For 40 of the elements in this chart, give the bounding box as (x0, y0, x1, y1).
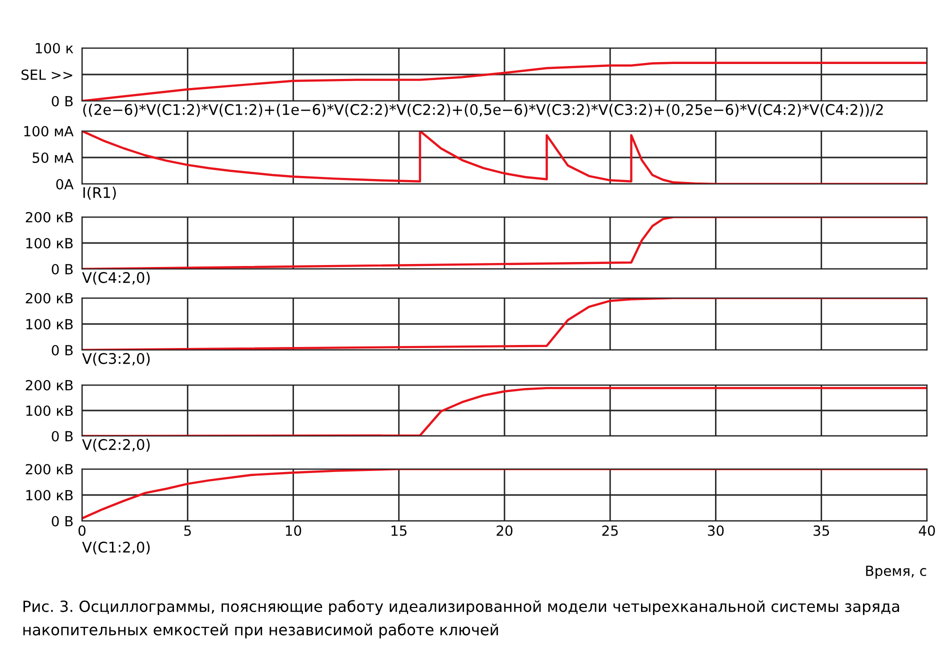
y-tick-label: 0A (56, 178, 74, 190)
x-axis-title: ((2e−6)*V(C1:2)*V(C1:2)+(1e−6)*V(C2:2)*V(C2:2)+(0,5e−6)*V(C3:2)*V(C3:2)+(0,25e−6)*V(C4:2)*V(C4:2))/2 (83, 104, 883, 117)
x-tick-label: 20 (496, 525, 512, 536)
x-axis-title: V(C2:2,0) (82, 438, 150, 452)
x-tick-label: 25 (602, 525, 618, 536)
y-tick-label: 100 кВ (26, 318, 73, 330)
text: Рис. 3. Осциллограммы, поясняющие работу идеализированной модели четырехканальной системы заряда накопительных емкостей при независимой работе ключей (23, 600, 900, 638)
line-series (82, 386, 927, 436)
y-tick-label: 50 мА (32, 152, 74, 163)
x-tick-label: 5 (184, 526, 191, 536)
x-tick-label: 10 (286, 525, 302, 536)
y-tick-label: 200 кВ (26, 380, 73, 390)
y-tick-label: 200 кВ (26, 292, 73, 304)
x-axis-title: I(R1) (83, 186, 116, 200)
x-tick-label: 30 (708, 525, 724, 536)
y-tick-label: 100 к (36, 42, 74, 54)
y-tick-label: 100 мА (24, 126, 74, 136)
y-tick-label: SEL >> (22, 69, 72, 80)
x-tick-label: 35 (814, 525, 829, 536)
x-axis-title: V(C1:2,0) (82, 541, 150, 554)
text: Время, с (866, 566, 926, 579)
x-axis-title: V(C4:2,0) (82, 272, 150, 285)
y-tick-label: 0 В (52, 516, 73, 526)
x-tick-label: 15 (392, 526, 406, 536)
y-tick-label: 100 кВ (26, 238, 73, 248)
x-axis-title: V(C3:2,0) (82, 352, 150, 366)
y-tick-label: 200 кВ (26, 464, 73, 474)
y-tick-label: 0 В (52, 430, 73, 442)
line-series (82, 131, 927, 184)
y-tick-label: 0 В (52, 344, 73, 356)
y-tick-label: 0 В (52, 264, 73, 274)
x-tick-label: 40 (918, 525, 935, 536)
x-tick-label: 0 (78, 525, 86, 536)
y-tick-label: 100 кВ (26, 490, 73, 500)
y-tick-label: 200 кВ (26, 212, 73, 222)
line-series (82, 469, 927, 520)
line-series (82, 217, 927, 269)
line-series (82, 298, 927, 350)
y-tick-label: 0 В (52, 96, 73, 106)
y-tick-label: 100 кВ (26, 405, 73, 416)
